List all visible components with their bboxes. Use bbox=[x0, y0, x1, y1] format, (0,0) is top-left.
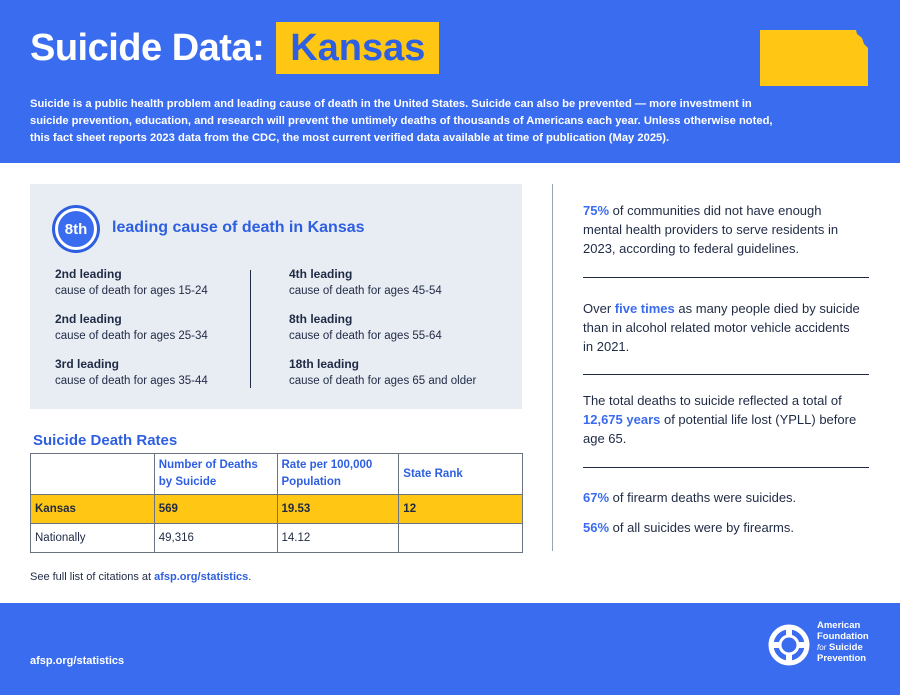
table-row-national: Nationally 49,316 14.12 bbox=[30, 523, 523, 553]
footer-banner: afsp.org/statistics American Foundation … bbox=[0, 603, 900, 695]
org-name-line: for Suicide bbox=[817, 642, 869, 653]
table-cell: Kansas bbox=[30, 494, 155, 524]
stat-firearm-suicides: 56% of all suicides were by firearms. bbox=[583, 518, 863, 537]
table-cell: 12 bbox=[398, 494, 523, 524]
kansas-map-icon bbox=[760, 30, 868, 86]
cause-item: 2nd leading cause of death for ages 15-2… bbox=[55, 266, 208, 311]
stat-firearm-deaths: 67% of firearm deaths were suicides. bbox=[583, 488, 863, 507]
table-cell: 19.53 bbox=[276, 494, 400, 524]
cause-rank: 2nd leading bbox=[55, 312, 122, 326]
cause-rank: 4th leading bbox=[289, 267, 353, 281]
stat-text: of potential life lost (YPLL) before age… bbox=[583, 412, 857, 446]
cause-item: 18th leading cause of death for ages 65 … bbox=[289, 356, 476, 401]
stat-text: of communities did not have enough menta… bbox=[583, 203, 839, 256]
table-header-cell: Rate per 100,000 Population bbox=[276, 453, 400, 495]
table-header-row: Number of Deaths by Suicide Rate per 100… bbox=[30, 453, 523, 495]
table-header-cell: State Rank bbox=[398, 453, 523, 495]
stat-highlight: 75% bbox=[583, 203, 610, 218]
cause-item: 2nd leading cause of death for ages 25-3… bbox=[55, 311, 208, 356]
citation-note: See full list of citations at afsp.org/s… bbox=[30, 571, 251, 583]
stat-highlight: 12,675 years bbox=[583, 412, 661, 427]
column-divider bbox=[250, 270, 251, 388]
rates-table: Number of Deaths by Suicide Rate per 100… bbox=[30, 453, 523, 553]
citation-link[interactable]: afsp.org/statistics bbox=[154, 571, 249, 583]
vertical-divider bbox=[552, 184, 553, 551]
table-header-cell: Number of Deaths by Suicide bbox=[153, 453, 278, 495]
stat-highlight: five times bbox=[614, 301, 675, 316]
stat-text: of firearm deaths were suicides. bbox=[609, 490, 797, 505]
cause-column-right: 4th leading cause of death for ages 45-5… bbox=[289, 266, 476, 401]
page-title: Suicide Data: Kansas bbox=[30, 22, 440, 74]
cause-item: 8th leading cause of death for ages 55-6… bbox=[289, 311, 476, 356]
stat-prefix: Over bbox=[583, 301, 615, 316]
table-cell: 14.12 bbox=[276, 523, 400, 553]
lifebuoy-icon bbox=[768, 624, 810, 666]
intro-paragraph: Suicide is a public health problem and l… bbox=[30, 98, 773, 144]
org-name-line: Prevention bbox=[817, 653, 867, 664]
cause-desc: cause of death for ages 35-44 bbox=[55, 375, 208, 387]
citation-suffix: . bbox=[248, 571, 252, 583]
table-cell bbox=[398, 523, 523, 553]
org-name-line: Foundation bbox=[817, 631, 869, 642]
stat-ypll: The total deaths to suicide reflected a … bbox=[583, 391, 863, 448]
divider-line bbox=[583, 374, 869, 375]
title-text: Suicide Data: bbox=[30, 26, 265, 69]
org-name-line: American bbox=[817, 620, 861, 631]
rank-badge: 8th bbox=[55, 208, 97, 250]
cause-desc: cause of death for ages 55-64 bbox=[289, 330, 442, 342]
stat-text: as many people died by suicide than in a… bbox=[583, 301, 860, 354]
header-banner: Suicide Data: Kansas Suicide is a public… bbox=[0, 0, 900, 163]
stat-prefix: The total deaths to suicide reflected a … bbox=[583, 393, 842, 408]
citation-prefix: See full list of citations at bbox=[30, 571, 155, 583]
stat-highlight: 56% bbox=[583, 520, 610, 535]
cause-desc: cause of death for ages 25-34 bbox=[55, 330, 208, 342]
cause-rank: 18th leading bbox=[289, 357, 360, 371]
table-cell: 49,316 bbox=[153, 523, 278, 553]
cause-column-left: 2nd leading cause of death for ages 15-2… bbox=[55, 266, 208, 401]
cause-desc: cause of death for ages 45-54 bbox=[289, 285, 442, 297]
rates-section-title: Suicide Death Rates bbox=[33, 432, 178, 449]
table-header-cell bbox=[30, 453, 155, 495]
cause-desc: cause of death for ages 65 and older bbox=[289, 375, 477, 387]
cause-desc: cause of death for ages 15-24 bbox=[55, 285, 208, 297]
cause-item: 3rd leading cause of death for ages 35-4… bbox=[55, 356, 208, 401]
table-cell: Nationally bbox=[30, 523, 155, 553]
org-logo-text: American Foundation for Suicide Preventi… bbox=[817, 620, 869, 664]
cause-item: 4th leading cause of death for ages 45-5… bbox=[289, 266, 476, 311]
table-cell: 569 bbox=[153, 494, 278, 524]
stat-providers: 75% of communities did not have enough m… bbox=[583, 201, 863, 258]
table-row-kansas: Kansas 569 19.53 12 bbox=[30, 494, 523, 524]
cause-rank: 8th leading bbox=[289, 312, 353, 326]
leading-cause-heading: leading cause of death in Kansas bbox=[112, 219, 365, 236]
divider-line bbox=[583, 467, 869, 468]
stat-text: of all suicides were by firearms. bbox=[609, 520, 794, 535]
cause-rank: 3rd leading bbox=[55, 357, 120, 371]
cause-rank: 2nd leading bbox=[55, 267, 122, 281]
org-for: for bbox=[817, 643, 827, 652]
divider-line bbox=[583, 277, 869, 278]
org-suicide: Suicide bbox=[828, 642, 863, 653]
state-name-badge: Kansas bbox=[276, 22, 440, 74]
footer-link[interactable]: afsp.org/statistics bbox=[30, 655, 125, 667]
stat-five-times: Over five times as many people died by s… bbox=[583, 299, 863, 356]
stat-highlight: 67% bbox=[583, 490, 610, 505]
leading-cause-panel: 8th leading cause of death in Kansas 2nd… bbox=[30, 184, 522, 409]
